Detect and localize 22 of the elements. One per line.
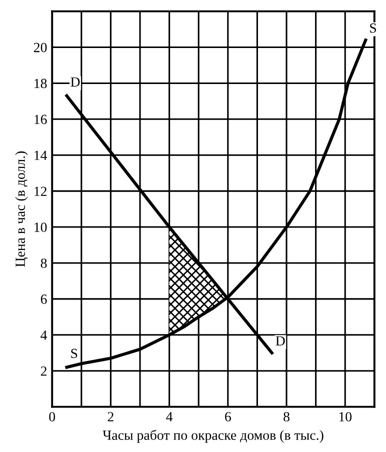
x-tick-label: 0 <box>49 412 56 422</box>
x-tick-label: 6 <box>225 412 231 422</box>
y-tick-label: 12 <box>34 186 46 196</box>
y-tick-label: 18 <box>34 78 47 88</box>
x-tick-label: 4 <box>166 412 173 422</box>
y-tick-label: 2 <box>40 366 46 376</box>
series-label: D <box>276 336 285 346</box>
y-axis-title: Цена в час (в долл.) <box>15 151 28 267</box>
y-tick-label: 20 <box>34 42 47 52</box>
x-tick-label: 8 <box>284 412 290 422</box>
x-tick-label: 2 <box>108 412 114 422</box>
y-tick-label: 4 <box>40 330 48 340</box>
x-axis-title: Часы работ по окраске домов (в тыс.) <box>102 430 324 443</box>
text: D <box>70 77 80 87</box>
text: S <box>370 23 376 33</box>
y-tick-label: 16 <box>34 114 47 124</box>
series-label: S <box>71 348 78 358</box>
y-tick-label: 14 <box>34 150 48 160</box>
y-tick-label: 8 <box>40 258 47 268</box>
y-tick-label: 10 <box>34 222 47 232</box>
x-tick-label: 10 <box>339 412 352 422</box>
y-tick-label: 6 <box>40 294 47 304</box>
